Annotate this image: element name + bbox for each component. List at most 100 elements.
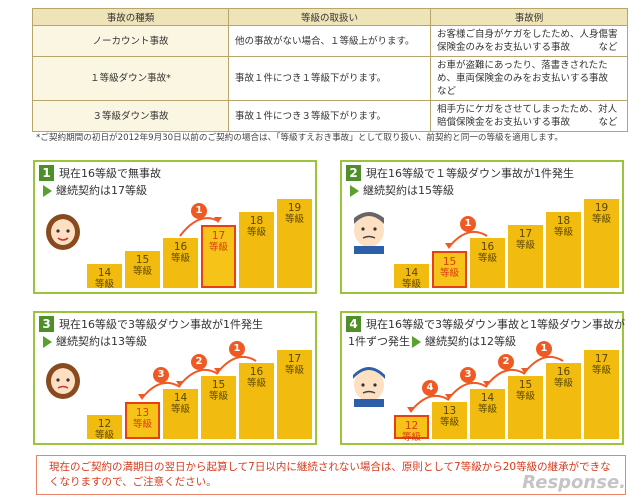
grade-unit: 等級 [284,365,304,376]
step-count-badge: 3 [153,367,169,383]
arc-arrow [486,368,526,386]
grade-unit: 等級 [591,214,611,225]
table-header: 等級の取扱い [228,8,431,26]
arrowhead-icon [214,217,222,223]
grade-number: 16 [173,241,188,253]
grade-number: 17 [518,228,533,240]
grade-change-arrows [179,217,222,237]
step-count-badge: 1 [460,216,476,232]
grade-number: 15 [211,379,226,391]
grade-unit: 等級 [132,419,152,430]
grade-bar-18: 18 等級 [546,212,581,288]
grade-bar-16: 16 等級 [470,238,505,288]
arc-arrow [410,394,450,412]
grade-unit: 等級 [208,391,228,402]
panel-number: 3 [39,316,54,332]
man-cap-avatar-icon [353,367,385,407]
table-header: 事故の種類 [32,8,229,26]
result-prefix: 1件ずつ発生 [348,335,410,348]
grade-bar-group: 14 等級 15 等級 16 等級 17 等級 18 等級 19 等級 1 [35,162,319,296]
arc-arrow [524,355,564,373]
grade-rule-cell: 事故１件につき３等級下がります。 [228,100,431,132]
grade-number: 12 [97,418,112,430]
grade-unit: 等級 [439,268,459,279]
panel-title: 現在16等級で１等級ダウン事故が1件発生 [366,167,574,180]
grade-unit: 等級 [170,253,190,264]
grade-bar-13: 13 等級 [432,402,467,439]
example-panel-2: 2 現在16等級で１等級ダウン事故が1件発生 継続契約は15等級 14 等級 15 等… [340,160,624,294]
arrowhead-icon [214,368,222,374]
result-text: 継続契約は15等級 [363,184,454,197]
grade-number: 14 [480,392,495,404]
grade-unit: 等級 [246,378,266,389]
panel-number: 4 [346,316,361,332]
grade-change-arrows [407,355,564,413]
result-text: 継続契約は17等級 [56,184,147,197]
example-cell: お客様ご自身がケガをしたため、人身傷害保険金のみをお支払いする事故 など [430,25,628,57]
step-count-badge: 4 [422,380,438,396]
table-row: １等級ダウン事故* 事故１件につき１等級下がります。 お車が盗難にあったり、落書… [32,56,628,101]
grade-bar-12: 12 等級 [87,415,122,441]
example-cell: 相手方にケガをさせてしまったため、対人賠償保険金をお支払いする事故 など [430,100,628,132]
arrow-right-icon [350,185,359,197]
arc-arrow [141,381,181,399]
grade-bar-group: 12 等級 13 等級 14 等級 15 等級 16 等級 17 等級 3 2 1 [35,313,319,447]
footnote: *ご契約期間の初日が2012年9月30日以前のご契約の場合は、「等級すえおき事故… [36,133,563,143]
example-panel-4: 4 現在16等級で3等級ダウン事故と1等級ダウン事故が 1件ずつ発生 継続契約は1… [340,311,625,445]
arrowhead-icon [483,381,491,387]
step-count-badge: 2 [191,354,207,370]
example-panel-1: 1 現在16等級で無事故 継続契約は17等級 14 等級 15 等級 16 等級 17 等級 1… [33,160,317,294]
grade-rule-cell: 他の事故がない場合、１等級上がります。 [228,25,431,57]
panel-title: 現在16等級で3等級ダウン事故と1等級ダウン事故が [366,318,625,331]
grade-bar-17: 17 等級 [584,350,619,439]
step-count-badge: 2 [498,354,514,370]
grade-number: 19 [287,202,302,214]
arc-arrow [179,217,219,237]
grade-bar-15: 15 等級 [125,251,160,288]
grade-number: 18 [556,215,571,227]
accident-type-cell: ３等級ダウン事故 [32,100,229,132]
grade-unit: 等級 [208,242,228,253]
panel-result: 継続契約は15等級 [348,182,454,198]
grade-unit: 等級 [553,378,573,389]
arc-arrow [448,230,488,248]
grade-number: 19 [594,202,609,214]
grade-bar-15: 15 等級 [432,251,467,288]
grade-bar-14: 14 等級 [470,389,505,439]
grade-bar-15: 15 等級 [201,376,236,439]
grade-bar-18: 18 等級 [239,212,274,288]
arc-arrow [179,368,219,386]
grade-number: 16 [556,366,571,378]
grade-bar-14: 14 等級 [394,264,429,290]
grade-bar-14: 14 等級 [87,264,122,290]
arrowhead-icon [445,243,453,249]
arrow-right-icon [43,185,52,197]
grade-unit: 等級 [515,240,535,251]
grade-number: 13 [135,407,150,419]
grade-unit: 等級 [246,227,266,238]
accident-type-cell: １等級ダウン事故* [32,56,229,101]
panel-number: 2 [346,165,361,181]
grade-number: 14 [97,267,112,279]
grade-change-arrows [445,230,488,249]
grade-unit: 等級 [553,227,573,238]
grade-unit: 等級 [515,391,535,402]
result-text: 継続契約は13等級 [56,335,147,348]
accident-type-table: 事故の種類 等級の取扱い 事故例 ノーカウント事故 他の事故がない場合、１等級上… [32,8,628,132]
grade-number: 16 [249,366,264,378]
grade-number: 17 [594,353,609,365]
arrowhead-icon [176,381,184,387]
grade-number: 14 [404,267,419,279]
table-row: ノーカウント事故 他の事故がない場合、１等級上がります。 お客様ご自身がケガをし… [32,25,628,57]
grade-unit: 等級 [401,432,421,443]
grade-number: 15 [518,379,533,391]
grade-bar-16: 16 等級 [163,238,198,288]
accident-type-cell: ノーカウント事故 [32,25,229,57]
grade-bar-14: 14 等級 [163,389,198,439]
grade-unit: 等級 [477,253,497,264]
panel-number: 1 [39,165,54,181]
arc-arrow [217,355,257,373]
grade-unit: 等級 [170,404,190,415]
grade-number: 16 [480,241,495,253]
woman-avatar-icon [46,363,80,399]
